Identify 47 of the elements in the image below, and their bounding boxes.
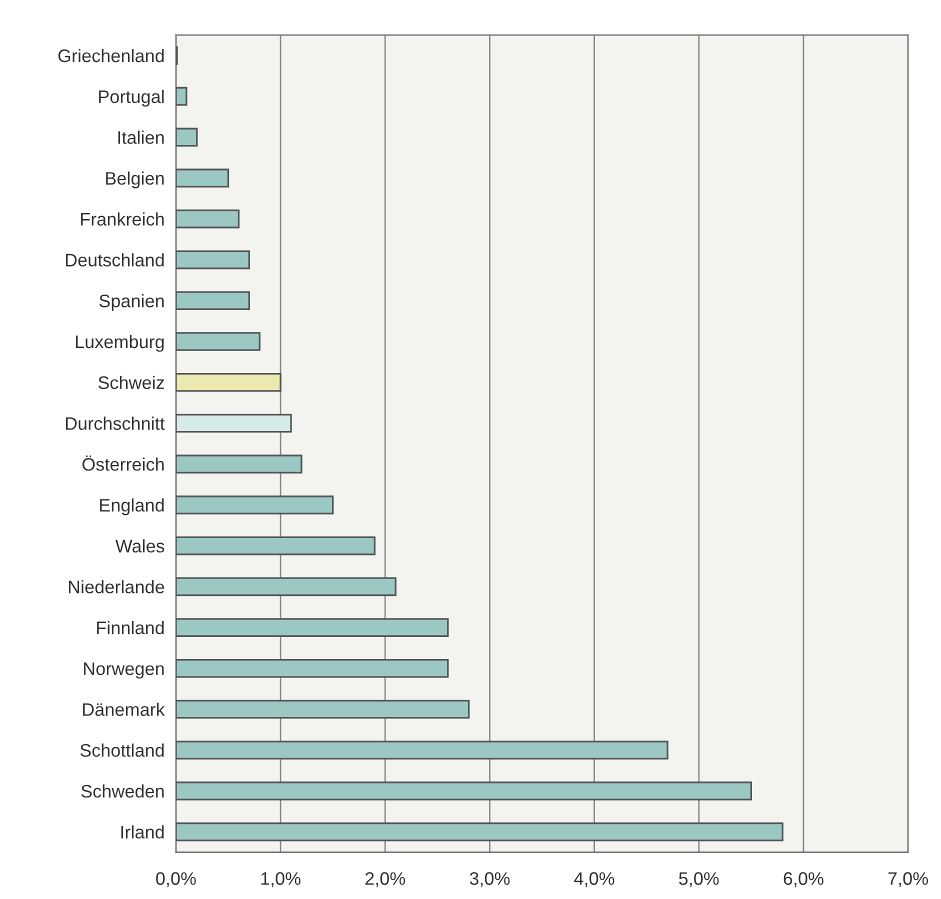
- y-tick-label: Österreich: [82, 456, 164, 471]
- x-tick-label: 0,0%: [156, 872, 196, 888]
- y-tick-label: England: [100, 498, 164, 516]
- bar: [176, 658, 449, 678]
- x-tick-label: 2,0%: [365, 872, 406, 888]
- y-tick-label: Schottland: [80, 744, 164, 757]
- y-tick-label: Irland: [121, 825, 164, 839]
- x-tick-label: 3,0%: [470, 872, 510, 888]
- y-tick-label: Durchschnitt: [66, 416, 165, 430]
- bar: [176, 372, 282, 392]
- bar: [176, 210, 240, 228]
- x-tick-label: 1,0%: [261, 872, 300, 888]
- bar: [176, 128, 198, 147]
- y-tick-label: Luxemburg: [76, 334, 164, 352]
- bar: [176, 86, 188, 106]
- bar: [176, 740, 668, 760]
- y-tick-label: Wales: [115, 539, 164, 553]
- bar: [176, 168, 230, 188]
- y-tick-label: Portugal: [99, 90, 164, 107]
- bar: [176, 454, 302, 474]
- x-tick-label: 5,0%: [679, 872, 719, 888]
- y-tick-label: Frankreich: [81, 212, 164, 226]
- bar: [176, 536, 376, 556]
- x-tick-label: 4,0%: [574, 872, 614, 888]
- bar: [176, 822, 784, 842]
- bar: [176, 332, 260, 351]
- y-tick-label: Spanien: [99, 294, 164, 311]
- x-tick-label: 6,0%: [784, 872, 824, 888]
- bar: [176, 414, 292, 433]
- y-tick-label: Belgien: [106, 172, 164, 188]
- y-tick-label: Finnland: [97, 620, 164, 634]
- bar: [176, 496, 334, 514]
- y-tick-label: Norwegen: [84, 662, 164, 679]
- y-tick-label: Italien: [118, 130, 164, 144]
- bar: [176, 577, 396, 596]
- bar: [176, 291, 250, 310]
- y-tick-label: Niederlande: [68, 580, 164, 594]
- y-tick-label: Schweiz: [98, 376, 164, 390]
- y-tick-label: Schweden: [81, 784, 164, 798]
- y-tick-label: Griechenland: [58, 48, 164, 62]
- bar: [176, 700, 470, 719]
- y-tick-label: Dänemark: [83, 702, 165, 716]
- bar: [176, 782, 752, 800]
- y-tick-label: Deutschland: [66, 253, 164, 267]
- bar: [176, 250, 250, 270]
- bar: [176, 618, 449, 637]
- x-tick-label: 7,0%: [888, 872, 928, 888]
